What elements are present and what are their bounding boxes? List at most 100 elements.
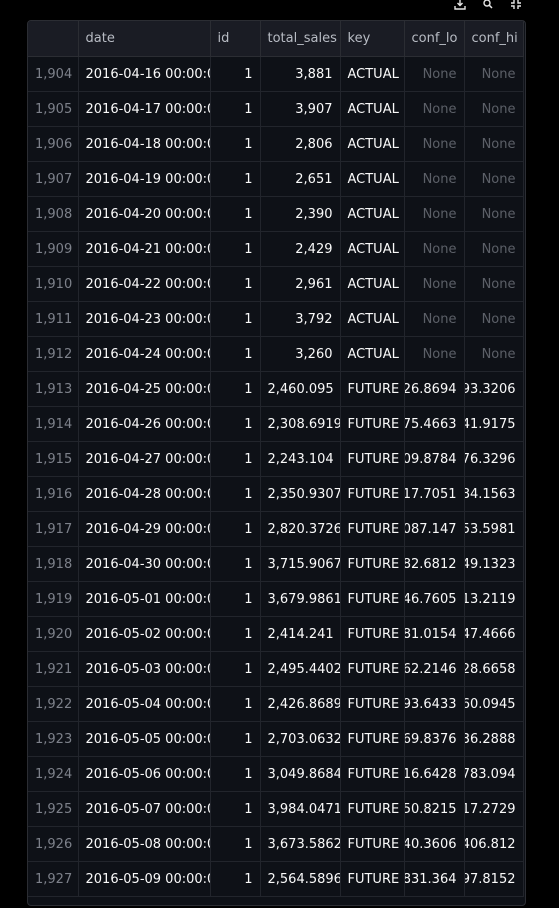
conf-hi-cell[interactable]: None (464, 91, 524, 127)
key-cell[interactable]: ACTUAL (340, 161, 405, 197)
table-row[interactable]: 1,924 2016-05-06 00:00:00 1 3,049.8684 FUTUR… (28, 756, 524, 792)
row-index[interactable]: 1,926 (28, 826, 79, 862)
id-cell[interactable]: 1 (210, 266, 261, 302)
conf-lo-cell[interactable]: 969.8376 (404, 721, 465, 757)
total-sales-cell[interactable]: 2,820.3726 (260, 511, 341, 547)
date-cell[interactable]: 2016-04-16 00:00:00 (78, 56, 211, 92)
conf-lo-cell[interactable]: None (404, 91, 465, 127)
conf-lo-cell[interactable]: 575.4663 (404, 406, 465, 442)
key-cell[interactable]: FUTURE (340, 476, 405, 512)
date-cell[interactable]: 2016-04-22 00:00:00 (78, 266, 211, 302)
total-sales-cell[interactable]: 2,651 (260, 161, 341, 197)
conf-hi-cell[interactable]: 449.1323 (464, 546, 524, 582)
id-cell[interactable]: 1 (210, 301, 261, 337)
table-row[interactable]: 1,906 2016-04-18 00:00:00 1 2,806 ACTUAL None… (28, 126, 524, 162)
conf-hi-cell[interactable]: None (464, 126, 524, 162)
index-header[interactable] (28, 21, 79, 57)
table-row[interactable]: 1,922 2016-05-04 00:00:00 1 2,426.8689 FUTUR… (28, 686, 524, 722)
conf-hi-cell[interactable]: None (464, 161, 524, 197)
conf-hi-cell[interactable]: 4,406.812 (464, 826, 524, 862)
conf-hi-cell[interactable]: 436.2888 (464, 721, 524, 757)
table-row[interactable]: 1,914 2016-04-26 00:00:00 1 2,308.6919 FUTUR… (28, 406, 524, 442)
date-cell[interactable]: 2016-04-20 00:00:00 (78, 196, 211, 232)
conf-lo-cell[interactable]: 726.8694 (404, 371, 465, 407)
date-cell[interactable]: 2016-04-17 00:00:00 (78, 91, 211, 127)
id-cell[interactable]: 1 (210, 511, 261, 547)
conf-lo-cell[interactable]: 681.0154 (404, 616, 465, 652)
key-cell[interactable]: FUTURE (340, 686, 405, 722)
conf-hi-cell[interactable]: 413.2119 (464, 581, 524, 617)
id-cell[interactable]: 1 (210, 196, 261, 232)
row-index[interactable]: 1,905 (28, 91, 79, 127)
table-row[interactable]: 1,912 2016-04-24 00:00:00 1 3,260 ACTUAL None… (28, 336, 524, 372)
fullscreen-button[interactable] (509, 0, 523, 12)
row-index[interactable]: 1,912 (28, 336, 79, 372)
conf-hi-cell[interactable]: 084.1563 (464, 476, 524, 512)
conf-hi-cell[interactable]: 297.8152 (464, 861, 524, 897)
id-cell[interactable]: 1 (210, 476, 261, 512)
id-cell[interactable]: 1 (210, 826, 261, 862)
id-cell[interactable]: 1 (210, 161, 261, 197)
conf-hi-cell[interactable]: None (464, 336, 524, 372)
table-row[interactable]: 1,920 2016-05-02 00:00:00 1 2,414.241 FUTURE… (28, 616, 524, 652)
date-cell[interactable]: 2016-04-18 00:00:00 (78, 126, 211, 162)
total-sales-cell[interactable]: 2,961 (260, 266, 341, 302)
id-cell[interactable]: 1 (210, 791, 261, 827)
row-index[interactable]: 1,915 (28, 441, 79, 477)
conf-lo-cell[interactable]: None (404, 196, 465, 232)
id-cell[interactable]: 1 (210, 721, 261, 757)
conf-lo-header[interactable]: conf_lo (404, 21, 465, 57)
key-cell[interactable]: ACTUAL (340, 91, 405, 127)
date-cell[interactable]: 2016-05-01 00:00:00 (78, 581, 211, 617)
row-index[interactable]: 1,919 (28, 581, 79, 617)
conf-lo-cell[interactable]: 940.3606 (404, 826, 465, 862)
id-cell[interactable]: 1 (210, 616, 261, 652)
row-index[interactable]: 1,921 (28, 651, 79, 687)
conf-hi-cell[interactable]: 228.6658 (464, 651, 524, 687)
table-row[interactable]: 1,910 2016-04-22 00:00:00 1 2,961 ACTUAL None… (28, 266, 524, 302)
date-cell[interactable]: 2016-04-24 00:00:00 (78, 336, 211, 372)
date-cell[interactable]: 2016-05-07 00:00:00 (78, 791, 211, 827)
conf-lo-cell[interactable]: 316.6428 (404, 756, 465, 792)
table-row[interactable]: 1,911 2016-04-23 00:00:00 1 3,792 ACTUAL None… (28, 301, 524, 337)
key-cell[interactable]: FUTURE (340, 651, 405, 687)
row-index[interactable]: 1,904 (28, 56, 79, 92)
conf-lo-cell[interactable]: 2,087.147 (404, 511, 465, 547)
id-cell[interactable]: 1 (210, 441, 261, 477)
key-cell[interactable]: FUTURE (340, 581, 405, 617)
row-index[interactable]: 1,907 (28, 161, 79, 197)
id-cell[interactable]: 1 (210, 651, 261, 687)
date-cell[interactable]: 2016-04-25 00:00:00 (78, 371, 211, 407)
row-index[interactable]: 1,922 (28, 686, 79, 722)
row-index[interactable]: 1,927 (28, 861, 79, 897)
total-sales-cell[interactable]: 2,308.6919 (260, 406, 341, 442)
id-cell[interactable]: 1 (210, 406, 261, 442)
conf-hi-cell[interactable]: None (464, 196, 524, 232)
conf-lo-cell[interactable]: 693.6433 (404, 686, 465, 722)
key-cell[interactable]: FUTURE (340, 791, 405, 827)
row-index[interactable]: 1,924 (28, 756, 79, 792)
key-cell[interactable]: FUTURE (340, 721, 405, 757)
key-cell[interactable]: ACTUAL (340, 266, 405, 302)
row-index[interactable]: 1,910 (28, 266, 79, 302)
dataframe[interactable]: date id total_sales key conf_lo conf_hi 1,904… (27, 20, 526, 906)
total-sales-cell[interactable]: 3,679.9861 (260, 581, 341, 617)
table-row[interactable]: 1,909 2016-04-21 00:00:00 1 2,429 ACTUAL None… (28, 231, 524, 267)
table-row[interactable]: 1,919 2016-05-01 00:00:00 1 3,679.9861 FUTUR… (28, 581, 524, 617)
total-sales-cell[interactable]: 2,564.5896 (260, 861, 341, 897)
id-cell[interactable]: 1 (210, 56, 261, 92)
key-cell[interactable]: FUTURE (340, 546, 405, 582)
row-index[interactable]: 1,906 (28, 126, 79, 162)
conf-lo-cell[interactable]: None (404, 161, 465, 197)
table-row[interactable]: 1,921 2016-05-03 00:00:00 1 2,495.4402 FUTUR… (28, 651, 524, 687)
conf-hi-cell[interactable]: 553.5981 (464, 511, 524, 547)
conf-lo-cell[interactable]: 250.8215 (404, 791, 465, 827)
date-cell[interactable]: 2016-04-27 00:00:00 (78, 441, 211, 477)
row-index[interactable]: 1,914 (28, 406, 79, 442)
download-button[interactable] (453, 0, 467, 12)
total-sales-cell[interactable]: 3,907 (260, 91, 341, 127)
conf-lo-cell[interactable]: 762.2146 (404, 651, 465, 687)
conf-lo-cell[interactable]: 982.6812 (404, 546, 465, 582)
table-row[interactable]: 1,907 2016-04-19 00:00:00 1 2,651 ACTUAL None… (28, 161, 524, 197)
table-row[interactable]: 1,904 2016-04-16 00:00:00 1 3,881 ACTUAL None… (28, 56, 524, 92)
